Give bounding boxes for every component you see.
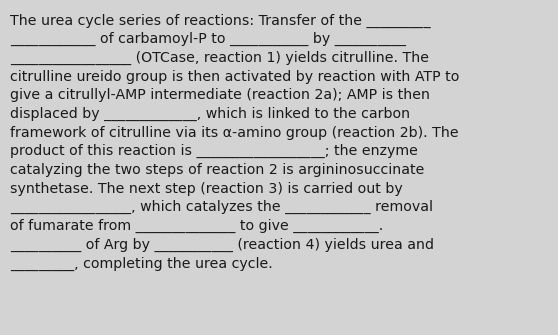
Text: The urea cycle series of reactions: Transfer of the _________
____________ of ca: The urea cycle series of reactions: Tran… bbox=[10, 13, 459, 271]
